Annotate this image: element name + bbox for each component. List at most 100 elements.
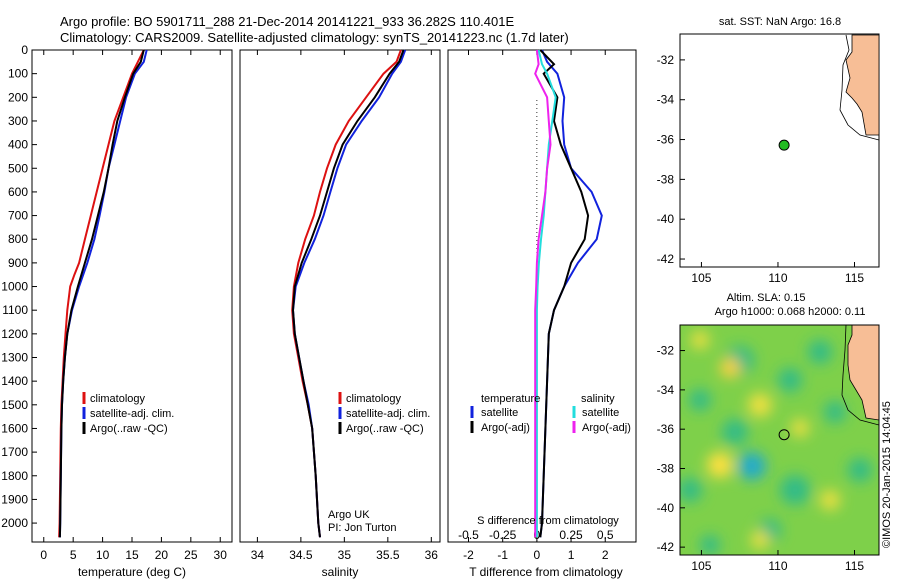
x-tick-label: 1 bbox=[568, 548, 575, 562]
y-tick-label: 300 bbox=[8, 114, 28, 128]
temperature-axis-ticks: 0 5 10 15 20 25 30 bbox=[40, 50, 227, 562]
map-y-tick-label: -34 bbox=[657, 383, 675, 397]
y-tick-label: 1300 bbox=[1, 351, 28, 365]
map-y-tick-label: -38 bbox=[657, 172, 675, 186]
series-line bbox=[291, 49, 407, 538]
x-tick-label: -2 bbox=[463, 548, 474, 562]
y-tick-label: 0 bbox=[21, 43, 28, 57]
map-y-tick-label: -36 bbox=[657, 133, 675, 147]
map-y-tick-label: -32 bbox=[657, 344, 675, 358]
x-tick-label: -1 bbox=[497, 548, 508, 562]
map-x-tick-label: 110 bbox=[768, 271, 787, 285]
legend3-t-satellite-label: satellite bbox=[481, 407, 518, 419]
map2-sla-title: Altim. SLA: 0.15 bbox=[727, 292, 806, 304]
float-pi: PI: Jon Turton bbox=[328, 522, 396, 534]
difference-legend: temperature satellite Argo(-adj) salinit… bbox=[470, 393, 631, 434]
series-line bbox=[534, 49, 552, 538]
map2-depth-contour bbox=[841, 325, 879, 426]
x-tick-label: 10 bbox=[96, 548, 110, 562]
x-tick-label: 15 bbox=[125, 548, 139, 562]
map1-axis-ticks: 105 110 115 -32 -34 -36 -38 -40 -42 bbox=[657, 53, 865, 285]
s-difference-axis-label: S difference from climatology bbox=[477, 515, 619, 527]
y-tick-label: 1200 bbox=[1, 327, 28, 341]
temperature-panel-frame bbox=[31, 49, 233, 543]
legend3-s-argo-label: Argo(-adj) bbox=[582, 422, 631, 434]
x2-tick-label: -0.25 bbox=[489, 528, 517, 542]
x-tick-label: 2 bbox=[602, 548, 609, 562]
legend3-t-argo-label: Argo(-adj) bbox=[481, 422, 530, 434]
y-tick-label: 700 bbox=[8, 209, 28, 223]
x2-tick-label: 0.25 bbox=[559, 528, 583, 542]
map-y-tick-label: -36 bbox=[657, 422, 675, 436]
y-tick-label: 900 bbox=[8, 256, 28, 270]
legend3-temperature-header: temperature bbox=[481, 393, 540, 405]
map1-depth-contour bbox=[839, 34, 880, 141]
map-x-tick-label: 115 bbox=[845, 271, 864, 285]
y-tick-label: 2000 bbox=[1, 516, 28, 530]
series-line bbox=[539, 49, 590, 538]
map-x-tick-label: 105 bbox=[691, 271, 711, 285]
x2-tick-label: -0.5 bbox=[458, 528, 479, 542]
y-tick-label: 1700 bbox=[1, 445, 28, 459]
difference-series bbox=[534, 49, 603, 538]
x-tick-label: 25 bbox=[184, 548, 198, 562]
legend-argo-label: Argo(..raw -QC) bbox=[90, 423, 168, 435]
y-tick-label: 1900 bbox=[1, 492, 28, 506]
salinity-series bbox=[291, 49, 407, 538]
y-tick-label: 1800 bbox=[1, 469, 28, 483]
y-tick-label: 100 bbox=[8, 67, 28, 81]
imos-watermark: ©IMOS 20-Jan-2015 14:04:45 bbox=[881, 401, 893, 548]
salinity-axis-ticks: 34 34.5 35 35.5 36 bbox=[251, 50, 439, 562]
x-tick-label: 35.5 bbox=[376, 548, 400, 562]
map-y-tick-label: -40 bbox=[657, 501, 675, 515]
map-x-tick-label: 105 bbox=[691, 559, 711, 573]
map-y-tick-label: -38 bbox=[657, 462, 675, 476]
y-tick-label: 1000 bbox=[1, 280, 28, 294]
legend2-climatology-label: climatology bbox=[346, 393, 402, 405]
legend3-s-satellite-label: satellite bbox=[582, 407, 619, 419]
difference-panel-frame bbox=[447, 49, 637, 543]
series-line bbox=[535, 49, 557, 538]
map-y-tick-label: -42 bbox=[657, 252, 675, 266]
y-tick-label: 1400 bbox=[1, 374, 28, 388]
map-y-tick-label: -34 bbox=[657, 93, 675, 107]
x-tick-label: 34.5 bbox=[289, 548, 313, 562]
figure-title-line1: Argo profile: BO 5901711_288 21-Dec-2014… bbox=[60, 14, 514, 29]
map1-frame bbox=[679, 33, 880, 268]
map1-title: sat. SST: NaN Argo: 16.8 bbox=[719, 16, 841, 28]
map-x-tick-label: 115 bbox=[845, 559, 864, 573]
y-tick-label: 400 bbox=[8, 138, 28, 152]
x-tick-label: 20 bbox=[155, 548, 169, 562]
y-tick-label: 500 bbox=[8, 161, 28, 175]
x2-tick-label: 0.5 bbox=[597, 528, 614, 542]
map2-frame bbox=[679, 324, 880, 556]
temperature-legend: climatology satellite-adj. clim. Argo(..… bbox=[82, 392, 174, 435]
x-tick-label: 36 bbox=[425, 548, 439, 562]
salinity-legend: climatology satellite-adj. clim. Argo(..… bbox=[338, 392, 430, 435]
float-owner: Argo UK bbox=[328, 509, 370, 521]
x-tick-label: 30 bbox=[214, 548, 228, 562]
y-tick-label: 1100 bbox=[2, 303, 28, 317]
legend2-satellite-label: satellite-adj. clim. bbox=[346, 408, 430, 420]
depth-axis-ticks: 0 100 200 300 400 500 600 700 800 900 1000 1100 1200… bbox=[1, 43, 37, 530]
map2-argo-location-marker bbox=[778, 429, 790, 441]
x-tick-label: 0 bbox=[534, 548, 541, 562]
figure-title-line2: Climatology: CARS2009. Satellite-adjuste… bbox=[60, 30, 569, 45]
x-tick-label: 0 bbox=[40, 548, 47, 562]
y-tick-label: 200 bbox=[8, 90, 28, 104]
legend-climatology-label: climatology bbox=[90, 393, 146, 405]
t-difference-axis-label: T difference from climatology bbox=[469, 565, 623, 579]
map2-height-title: Argo h1000: 0.068 h2000: 0.11 bbox=[715, 306, 866, 318]
map-x-tick-label: 110 bbox=[768, 559, 787, 573]
y-tick-label: 1600 bbox=[1, 421, 28, 435]
map2-axis-ticks: 105 110 115 -32 -34 -36 -38 -40 -42 bbox=[657, 344, 865, 573]
map1-land bbox=[845, 34, 880, 136]
y-tick-label: 1500 bbox=[1, 398, 28, 412]
salinity-axis-label: salinity bbox=[322, 565, 359, 579]
map2-land bbox=[847, 325, 879, 421]
map-y-tick-label: -40 bbox=[657, 212, 675, 226]
temperature-axis-label: temperature (deg C) bbox=[78, 565, 186, 579]
series-line bbox=[58, 49, 145, 538]
series-line bbox=[58, 49, 148, 538]
